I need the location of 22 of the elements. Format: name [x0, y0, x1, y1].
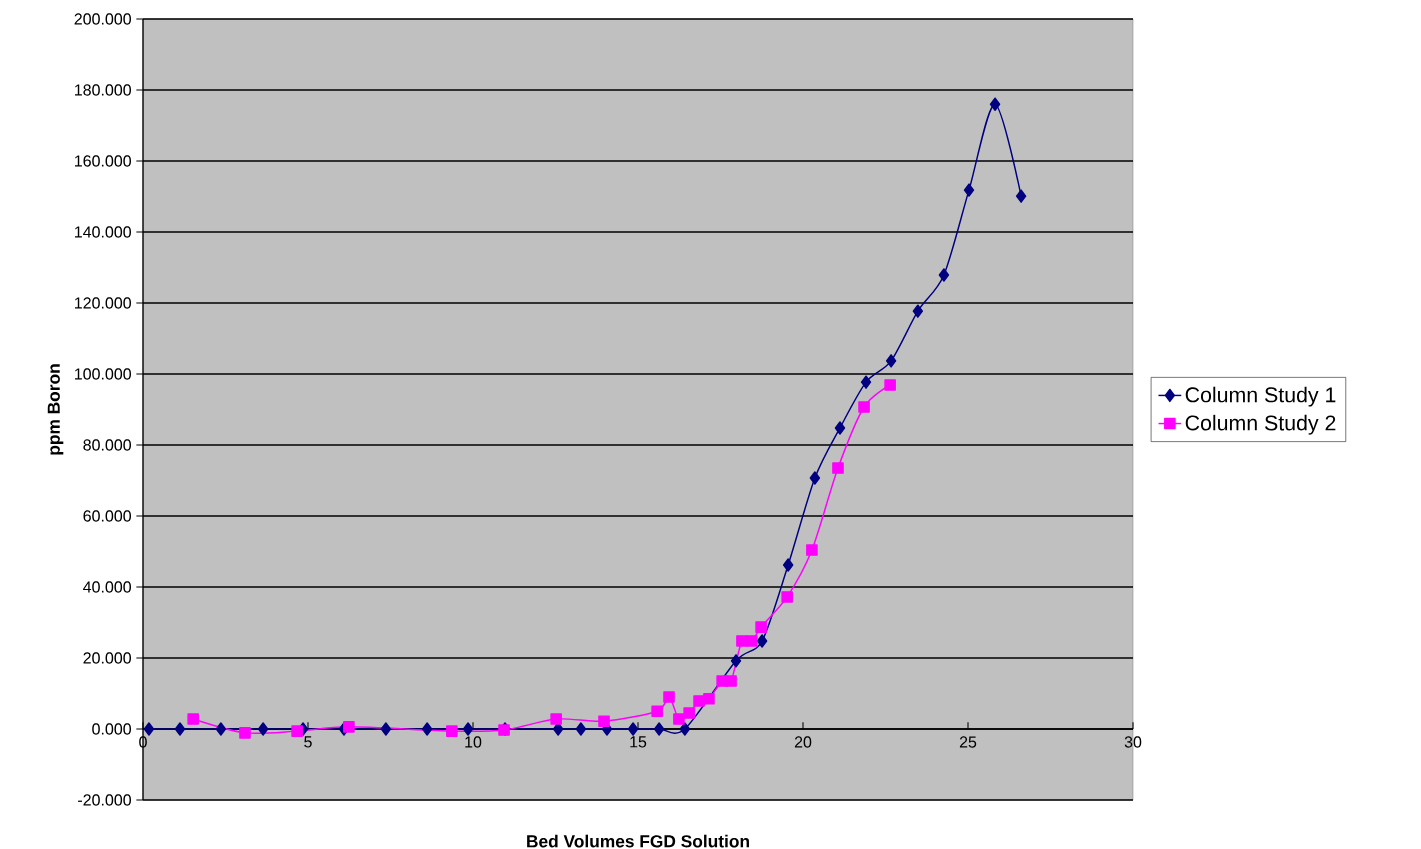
y-tick-label: 200.000 — [74, 13, 131, 25]
x-axis-title: Bed Volumes FGD Solution — [527, 834, 749, 848]
x-tick-label: 15 — [630, 736, 647, 748]
y-tick-label: 100.000 — [75, 368, 131, 380]
y-tick-label: 60.000 — [83, 510, 132, 522]
x-tick-label: 10 — [465, 736, 482, 748]
y-tick-label: 20.000 — [83, 652, 132, 664]
x-tick-label: 25 — [959, 736, 977, 748]
legend-label: Column Study 1 — [1185, 386, 1336, 407]
y-tick-label: 0.000 — [92, 723, 132, 735]
y-tick-label: 40.000 — [83, 581, 132, 593]
y-tick-label: -20.000 — [78, 794, 132, 806]
y-tick-label: 120.000 — [75, 297, 131, 309]
x-tick-label: 5 — [304, 736, 312, 748]
y-axis-title: ppm Boron — [47, 364, 64, 455]
x-tick-label: 20 — [794, 736, 812, 748]
y-tick-label: 140.000 — [75, 226, 131, 238]
y-tick-label: 180.000 — [75, 84, 131, 96]
y-tick-label: 160.000 — [75, 155, 131, 167]
x-tick-label: 30 — [1124, 736, 1142, 748]
y-tick-label: 80.000 — [83, 439, 132, 451]
legend-label: Column Study 2 — [1185, 414, 1336, 435]
